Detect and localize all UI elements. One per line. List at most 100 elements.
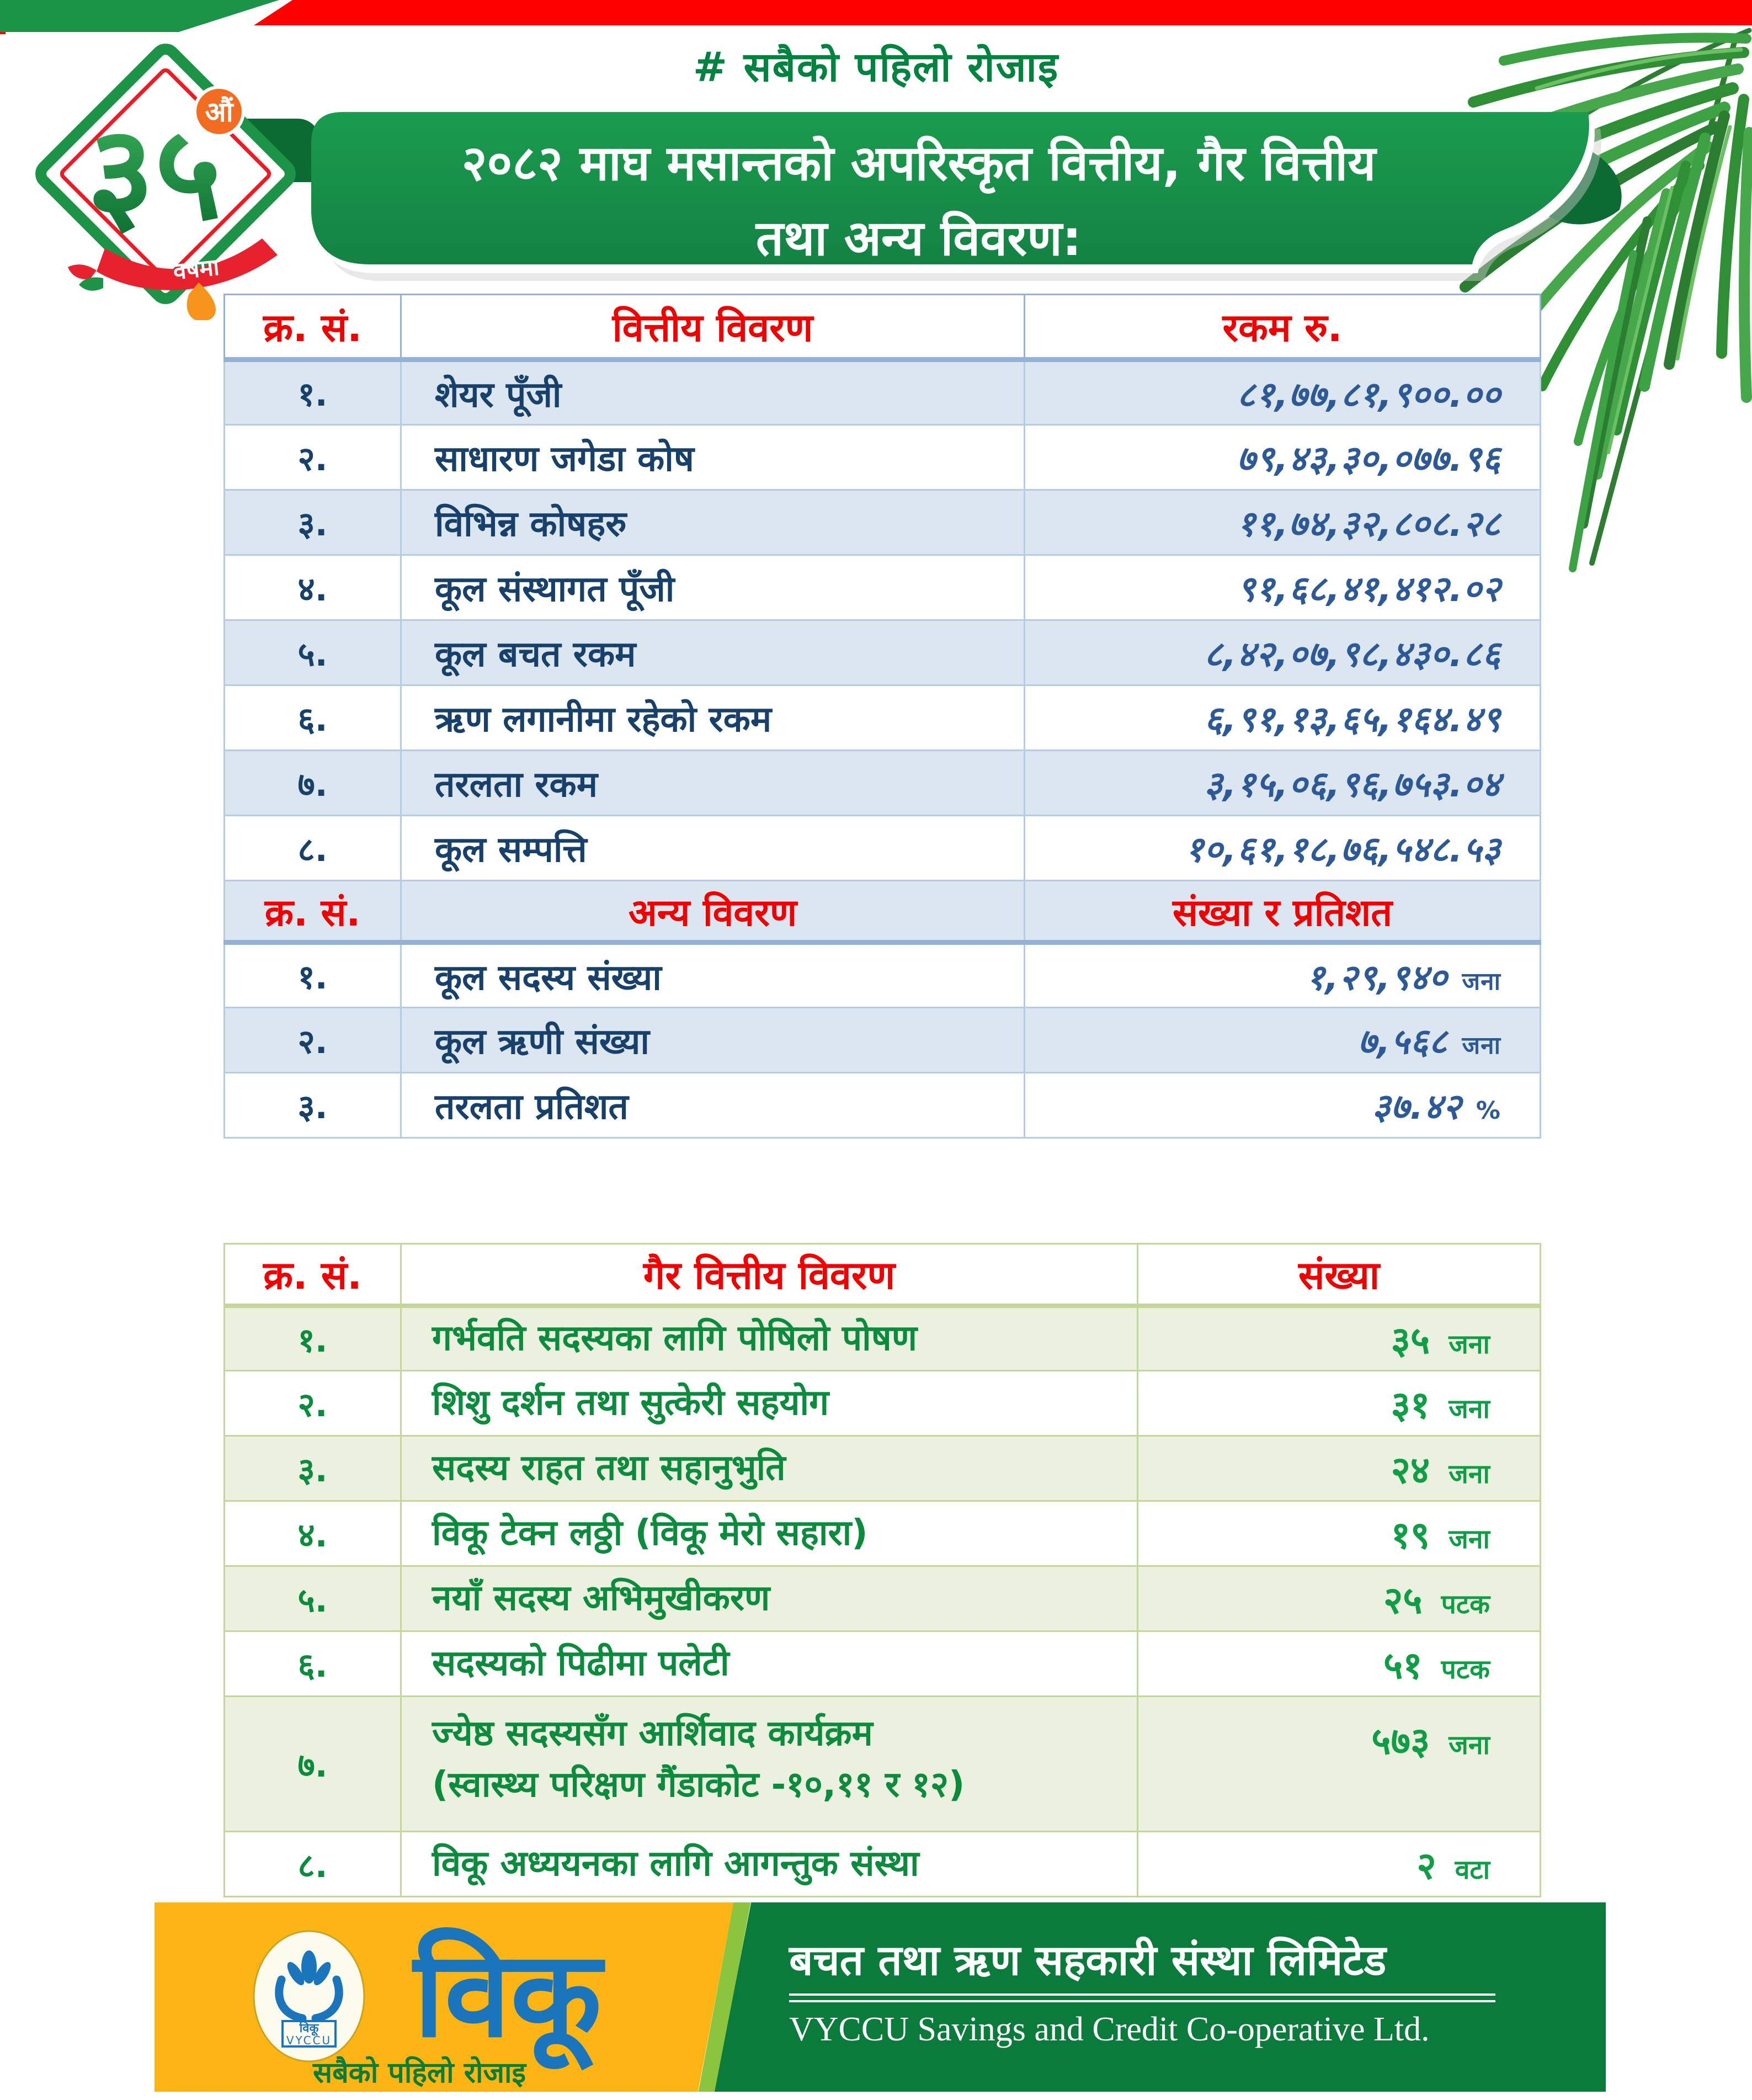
table-row: २. कूल ऋणी संख्या ७,५६८ जना: [223, 1007, 1541, 1073]
value-number: ३७.४२: [1372, 1087, 1462, 1128]
row-value: २५ पटक: [1137, 1565, 1541, 1632]
nonfinancial-header-desc: गैर वित्तीय विवरण: [400, 1243, 1138, 1308]
table-row: ५. नयाँ सदस्य अभिमुखीकरण २५ पटक: [223, 1565, 1541, 1632]
badge-ribbon-icon: [97, 238, 278, 290]
table-row: ८. कूल सम्पत्ति १०,६१,१८,७६,५४८.५३: [223, 815, 1541, 881]
value-number: १९: [1391, 1514, 1430, 1557]
anniversary-badge: ३५ औं वर्षमा: [35, 44, 296, 320]
value-unit: जना: [1462, 1032, 1501, 1060]
row-value: २ वटा: [1137, 1831, 1541, 1897]
table-row: १. गर्भवति सदस्यका लागि पोषिलो पोषण ३५ जन…: [223, 1305, 1541, 1371]
table-row: ७. ज्येष्ठ सदस्यसँग आर्शिवाद कार्यक्रम (…: [223, 1695, 1541, 1832]
row-sn: ७.: [223, 749, 402, 816]
row-label: ऋण लगानीमा रहेको रकम: [400, 684, 1025, 751]
row-value: ५१ पटक: [1137, 1630, 1541, 1697]
row-value: ६,९१,१३,६५,१६४.४९: [1024, 684, 1541, 751]
row-value: २४ जना: [1137, 1435, 1541, 1502]
row-value: १०,६१,१८,७६,५४८.५३: [1024, 815, 1541, 881]
table-row: २. साधारण जगेडा कोष ७९,४३,३०,०७७.९६: [223, 424, 1541, 491]
value-unit: जना: [1449, 1459, 1490, 1490]
value-number: ५१: [1383, 1644, 1423, 1688]
row-sn: ५.: [223, 1565, 402, 1632]
vyccu-logo-icon: विकू VYCCU: [253, 1930, 365, 2062]
value-unit: पटक: [1441, 1654, 1490, 1685]
badge-suffix-circle: [193, 86, 245, 137]
value-unit: जना: [1449, 1730, 1490, 1761]
row-sn: २.: [223, 1007, 402, 1073]
hashtag-slogan: # सबैको पहिलो रोजाइ: [693, 44, 1059, 91]
value-unit: %: [1476, 1097, 1501, 1125]
row-label: कूल सम्पत्ति: [400, 815, 1025, 881]
value-number: २४: [1391, 1449, 1430, 1492]
footer-divider-line-1: [789, 1993, 1495, 1996]
row-value: ३,१५,०६,९६,७५३.०४: [1024, 749, 1541, 816]
row-sn: ६.: [223, 684, 402, 751]
value-unit: जना: [1449, 1524, 1490, 1555]
other-header-count: संख्या र प्रतिशत: [1024, 880, 1541, 945]
row-label: विकू अध्ययनका लागि आगन्तुक संस्था: [400, 1831, 1138, 1897]
row-sn: २.: [223, 424, 402, 491]
row-sn: ८.: [223, 815, 402, 881]
banner-title-line1: २०८२ माघ मसान्तको अपरिस्कृत वित्तीय, गैर…: [461, 135, 1376, 192]
financial-header-row: क्र. सं. वित्तीय विवरण रकम रु.: [223, 294, 1541, 362]
logo-brand-small: विकू: [299, 2021, 319, 2036]
table-row: ३. सदस्य राहत तथा सहानुभुति २४ जना: [223, 1435, 1541, 1502]
row-value: ८,४२,०७,९८,४३०.८६: [1024, 619, 1541, 686]
row-sn: ३.: [223, 1435, 402, 1502]
row-label: गर्भवति सदस्यका लागि पोषिलो पोषण: [400, 1305, 1138, 1371]
badge-small-leaf-green-icon: [79, 277, 103, 291]
other-header-sn: क्र. सं.: [223, 880, 402, 945]
row-value: ७९,४३,३०,०७७.९६: [1024, 424, 1541, 491]
table-row: ८. विकू अध्ययनका लागि आगन्तुक संस्था २ वट…: [223, 1831, 1541, 1897]
table-row: ६. ऋण लगानीमा रहेको रकम ६,९१,१३,६५,१६४.४…: [223, 684, 1541, 751]
row-label: शेयर पूँजी: [400, 359, 1025, 426]
table-row: ४. कूल संस्थागत पूँजी ९१,६८,४१,४१२.०२: [223, 554, 1541, 621]
banner-title: २०८२ माघ मसान्तको अपरिस्कृत वित्तीय, गैर…: [309, 126, 1529, 277]
row-sn: ६.: [223, 1630, 402, 1697]
row-label: कूल ऋणी संख्या: [400, 1007, 1025, 1073]
row-label: कूल सदस्य संख्या: [400, 942, 1025, 1008]
top-red-ribbon: [254, 0, 1752, 25]
footer-yellow-panel: [155, 1902, 734, 2092]
row-sn: ८.: [223, 1831, 402, 1897]
value-number: ३५: [1391, 1319, 1430, 1363]
banner-title-line2: तथा अन्य विवरण:: [755, 210, 1082, 267]
nonfinancial-header-row: क्र. सं. गैर वित्तीय विवरण संख्या: [223, 1243, 1541, 1308]
row-sn: ४.: [223, 554, 402, 621]
row-value: ३१ जना: [1137, 1370, 1541, 1437]
row-label-line2: (स्वास्थ्य परिक्षण गैंडाकोट -१०,११ र १२): [432, 1764, 965, 1805]
row-label: विकू टेक्न लठ्ठी (विकू मेरो सहारा): [400, 1500, 1138, 1567]
badge-small-leaf-red-icon: [68, 264, 97, 280]
row-label: सदस्य राहत तथा सहानुभुति: [400, 1435, 1138, 1502]
row-label: नयाँ सदस्य अभिमुखीकरण: [400, 1565, 1138, 1632]
value-number: ३१: [1391, 1384, 1430, 1427]
table-row: १. कूल सदस्य संख्या १,२९,९४० जना: [223, 942, 1541, 1008]
row-label: कूल संस्थागत पूँजी: [400, 554, 1025, 621]
row-sn: ४.: [223, 1500, 402, 1567]
other-header-desc: अन्य विवरण: [400, 880, 1025, 945]
row-label: कूल बचत रकम: [400, 619, 1025, 686]
row-value: ३७.४२%: [1024, 1072, 1541, 1139]
row-label: तरलता प्रतिशत: [400, 1072, 1025, 1139]
row-value: ९१,६८,४१,४१२.०२: [1024, 554, 1541, 621]
value-unit: पटक: [1441, 1589, 1490, 1620]
footer-name-english: VYCCU Savings and Credit Co-operative Lt…: [789, 2011, 1430, 2048]
row-sn: २.: [223, 1370, 402, 1437]
table-row: ७. तरलता रकम ३,१५,०६,९६,७५३.०४: [223, 749, 1541, 816]
row-value: १९ जना: [1137, 1500, 1541, 1567]
row-value: ७,५६८ जना: [1024, 1007, 1541, 1073]
row-value: ११,७४,३२,८०८.२८: [1024, 489, 1541, 556]
row-label: सदस्यको पिढीमा पलेटी: [400, 1630, 1138, 1697]
table-row: ३. विभिन्न कोषहरु ११,७४,३२,८०८.२८: [223, 489, 1541, 556]
table-row: ५. कूल बचत रकम ८,४२,०७,९८,४३०.८६: [223, 619, 1541, 686]
top-green-ribbon: [0, 0, 279, 32]
table-row: ४. विकू टेक्न लठ्ठी (विकू मेरो सहारा) १९…: [223, 1500, 1541, 1567]
financial-header-desc: वित्तीय विवरण: [400, 294, 1025, 362]
financial-header-sn: क्र. सं.: [223, 294, 402, 362]
nonfinancial-header-sn: क्र. सं.: [223, 1243, 402, 1308]
row-sn: १.: [223, 359, 402, 426]
table-row: २. शिशु दर्शन तथा सुत्केरी सहयोग ३१ जना: [223, 1370, 1541, 1437]
row-sn: १.: [223, 1305, 402, 1371]
nonfinancial-table: क्र. सं. गैर वित्तीय विवरण संख्या १. गर्…: [223, 1243, 1541, 1897]
